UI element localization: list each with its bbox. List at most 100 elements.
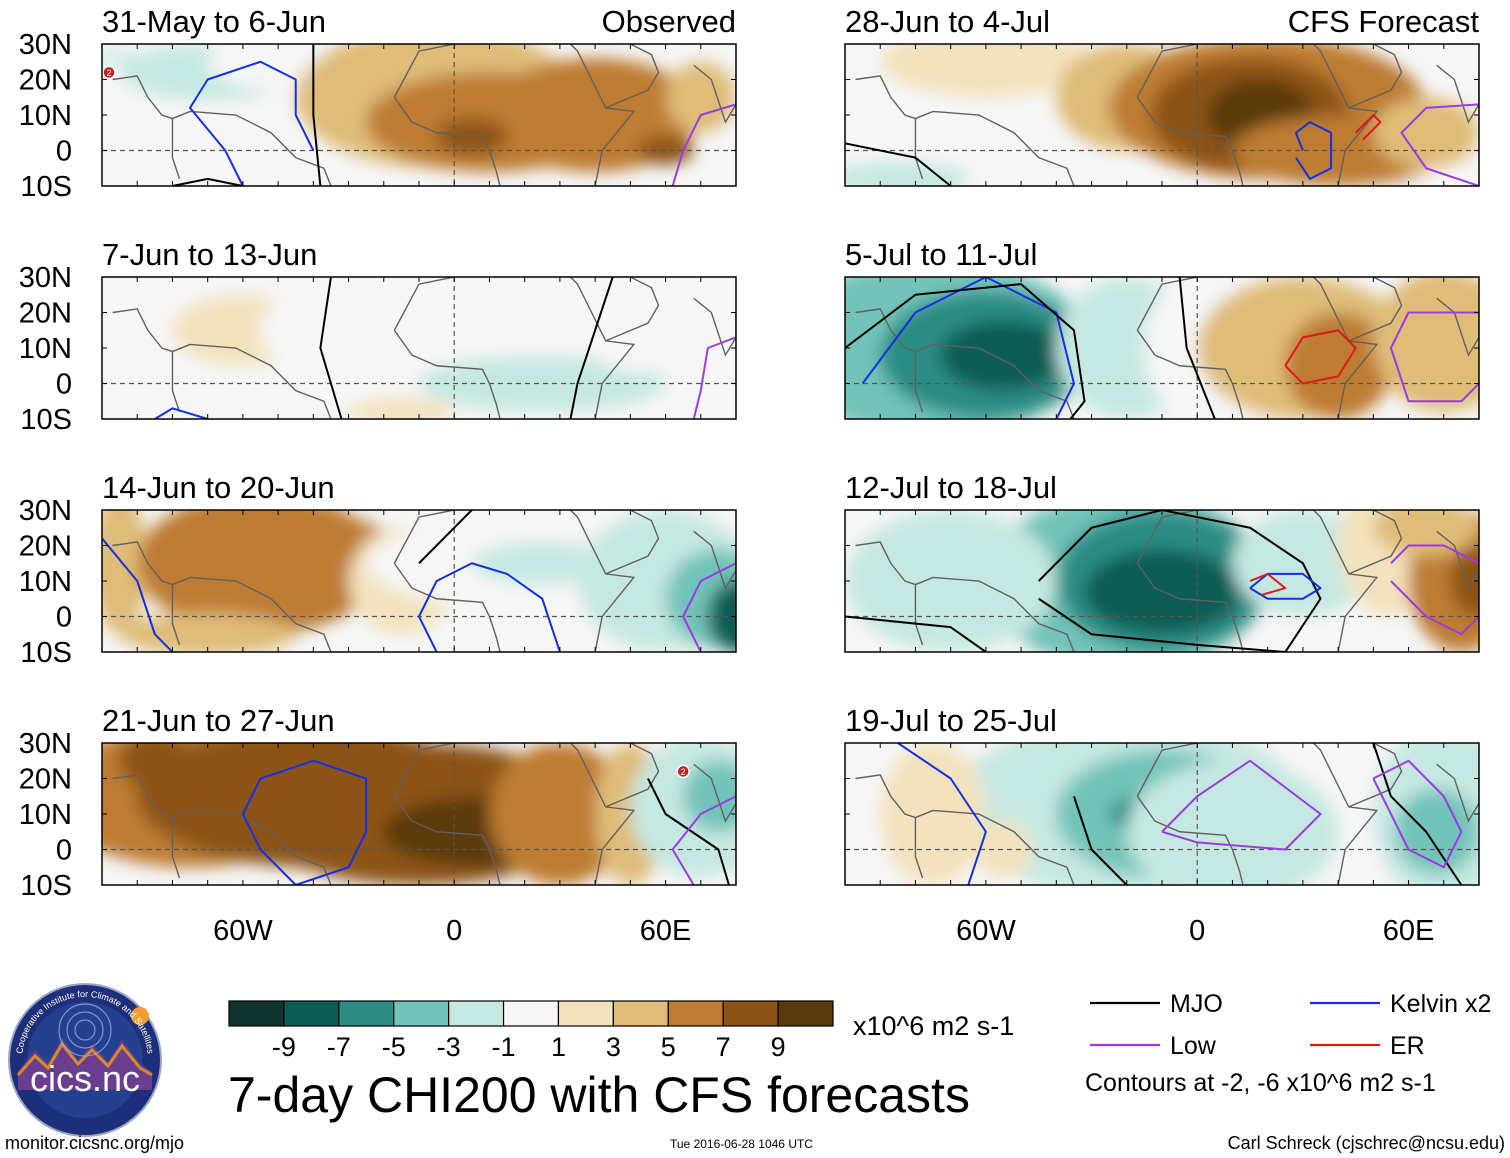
coastline: [855, 774, 916, 819]
legend-label: Kelvin x2: [1390, 990, 1491, 1018]
wave-contour: [418, 562, 561, 652]
colorbar-label: 5: [661, 1032, 676, 1062]
wave-contour: [682, 562, 736, 652]
legend-label: Low: [1170, 1032, 1217, 1060]
colorbar-label: -3: [437, 1032, 461, 1062]
cicsnc-logo: cics.nc Cooperative Institute for Climat…: [8, 983, 162, 1137]
wave-contour: [1372, 743, 1463, 885]
anomaly-blob: [665, 61, 736, 133]
anomaly-field: [845, 44, 1479, 186]
wave-contour: [1372, 759, 1463, 869]
footer-url[interactable]: monitor.cicsnc.org/mjo: [5, 1133, 184, 1153]
coastline: [1436, 297, 1479, 357]
lon-tick-label: 0: [446, 915, 462, 947]
anomaly-blob: [683, 760, 736, 832]
lat-tick-label: 0: [56, 835, 72, 867]
lat-tick-label: 30N: [19, 728, 72, 760]
anomaly-blob: [637, 136, 694, 165]
wave-contour: [1284, 329, 1357, 385]
anomaly-blob: [1450, 545, 1479, 617]
anomaly-field: [845, 743, 1479, 885]
lat-tick-label: 30N: [19, 495, 72, 527]
lat-tick-label: 0: [56, 369, 72, 401]
map-panel: 12-Jul to 18-Jul: [844, 470, 1480, 653]
colorbar-label: -9: [272, 1032, 296, 1062]
coastline: [393, 96, 501, 186]
wave-contour: [312, 44, 322, 186]
coastline: [1436, 530, 1479, 590]
coastline: [1136, 510, 1379, 652]
anomaly-blob: [1394, 789, 1479, 875]
panel-period-title: 31-May to 6-Jun: [102, 4, 326, 39]
colorbar-swatch: [502, 1000, 560, 1027]
wave-contour: [1161, 759, 1322, 851]
coastline: [605, 510, 660, 575]
wave-contour: [1072, 795, 1128, 885]
wave-contour: [102, 537, 174, 652]
coastline: [1136, 795, 1244, 885]
coastline: [1348, 510, 1403, 575]
anomaly-field: 2: [102, 44, 736, 186]
colorbar-label: -5: [382, 1032, 406, 1062]
coastline: [393, 510, 636, 652]
panel-period-title: 21-Jun to 27-Jun: [102, 703, 335, 738]
panel-source-title: CFS Forecast: [1288, 4, 1480, 39]
lat-tick-label: 10S: [20, 870, 72, 902]
wave-contour: [647, 778, 730, 885]
lat-tick-label: 20N: [19, 531, 72, 563]
lat-tick-label: 10S: [20, 404, 72, 436]
anomaly-blob: [1126, 760, 1339, 885]
map-panel: 5-Jul to 11-Jul: [844, 237, 1480, 420]
legend-label: ER: [1390, 1032, 1425, 1060]
colorbar-swatch: [448, 1000, 505, 1027]
panel-period-title: 19-Jul to 25-Jul: [845, 703, 1057, 738]
wave-contour: [1389, 311, 1479, 403]
coastline: [914, 817, 924, 879]
coastline: [393, 743, 636, 885]
wave-contour: [1178, 277, 1216, 419]
anomaly-blob: [102, 510, 148, 635]
coastline: [172, 110, 332, 186]
map-panel: 19-Jul to 25-Jul 60W 0 60E: [844, 703, 1480, 947]
coastline: [605, 44, 660, 109]
colorbar-label: -7: [327, 1032, 351, 1062]
wave-contour: [671, 103, 736, 186]
anomaly-blob: [489, 743, 631, 885]
anomaly-blob: [348, 280, 631, 380]
coastline: [171, 584, 181, 646]
coastline: [393, 562, 501, 652]
colorbar-swatch: [393, 1000, 450, 1027]
colorbar-swatch: [557, 1000, 614, 1027]
cyclone-marker: [102, 65, 116, 80]
logo-text: cics.nc: [30, 1058, 140, 1099]
footer-author: Carl Schreck (cjschrec@ncsu.edu): [1228, 1133, 1505, 1153]
coastline: [1348, 44, 1403, 109]
panel-source-title: Observed: [602, 4, 736, 39]
coastline: [1136, 96, 1244, 186]
lat-tick-label: 20N: [19, 65, 72, 97]
lat-tick-label: 20N: [19, 298, 72, 330]
lat-tick-label: 10N: [19, 566, 72, 598]
coastline: [172, 809, 332, 885]
lat-tick-label: 0: [56, 136, 72, 168]
colorbar-swatch: [228, 1000, 285, 1027]
anomaly-field: [845, 277, 1479, 419]
wave-contour: [845, 615, 987, 652]
coastline: [1136, 743, 1379, 885]
colorbar-swatch: [283, 1000, 340, 1027]
anomaly-field: [102, 277, 736, 419]
footer-timestamp: Tue 2016-06-28 1046 UTC: [670, 1137, 813, 1151]
coastline: [855, 75, 916, 120]
colorbar: -9 -7 -5 -3 -1 1 3 5 7 9 x10^6 m2 s-1: [228, 1000, 1014, 1062]
anomaly-blob: [707, 581, 736, 652]
colorbar-swatch: [612, 1000, 669, 1027]
legend-label: MJO: [1170, 990, 1223, 1018]
coastline: [1136, 44, 1379, 186]
cyclone-label: 2: [681, 767, 686, 777]
coastline: [693, 530, 736, 590]
colorbar-label: 7: [716, 1032, 731, 1062]
